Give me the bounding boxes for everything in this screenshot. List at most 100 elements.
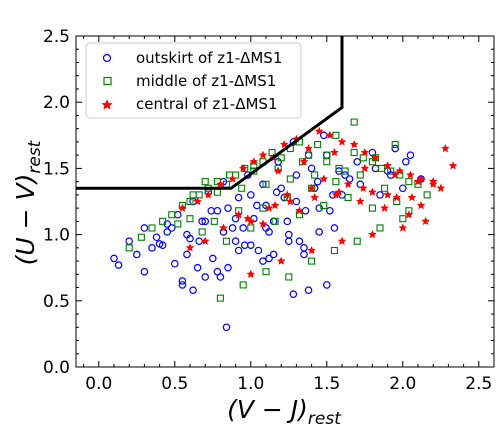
data-point — [353, 237, 361, 245]
data-point — [228, 174, 238, 183]
data-point — [284, 230, 293, 239]
data-point — [247, 224, 255, 232]
data-point — [254, 246, 263, 255]
data-point — [387, 167, 395, 175]
data-point — [140, 267, 149, 276]
legend-label-central: central of z1-ΔMS1 — [136, 95, 277, 113]
data-point — [200, 236, 210, 246]
data-point — [258, 219, 268, 228]
data-point — [310, 192, 320, 202]
data-point — [259, 204, 267, 212]
data-point — [320, 201, 328, 210]
data-point — [195, 191, 203, 199]
axis-ticks: 0.0 0.5 1.0 1.5 2.0 2.5 0.0 0.5 1.0 1.5 2.0 2.5 — [43, 27, 495, 394]
data-point — [201, 273, 210, 281]
data-point — [304, 151, 313, 159]
data-point — [341, 171, 349, 179]
data-point — [282, 190, 292, 199]
data-point — [238, 184, 246, 192]
data-point — [234, 193, 243, 202]
data-point — [292, 171, 301, 179]
data-point — [174, 210, 182, 219]
data-point — [413, 176, 423, 186]
data-point — [209, 254, 217, 263]
data-point — [395, 166, 405, 175]
data-point — [307, 183, 317, 193]
data-point — [330, 224, 339, 232]
data-point — [253, 201, 261, 210]
x-axis-label-sub: rest — [308, 409, 342, 429]
data-point — [183, 250, 191, 259]
data-point — [222, 237, 231, 245]
series-2 — [177, 126, 458, 279]
data-point — [171, 259, 179, 268]
data-point — [371, 164, 380, 173]
data-point — [240, 241, 249, 249]
data-point — [335, 164, 343, 172]
data-point — [304, 143, 314, 153]
data-point — [311, 171, 319, 179]
legend-box — [85, 42, 302, 119]
data-point — [186, 215, 194, 223]
data-point — [376, 224, 384, 232]
data-point — [330, 246, 338, 255]
data-point — [271, 217, 279, 225]
data-point — [329, 147, 339, 157]
data-point — [405, 170, 415, 179]
data-point — [152, 233, 161, 242]
legend-label-middle: middle of z1-ΔMS1 — [136, 72, 276, 90]
data-point — [360, 163, 370, 173]
x-tick-label: 2.5 — [465, 374, 492, 394]
legend-marker-middle — [103, 76, 112, 86]
data-point — [307, 164, 316, 173]
data-point — [277, 154, 285, 162]
data-point — [367, 187, 377, 197]
data-point — [323, 158, 331, 166]
data-point — [360, 147, 370, 157]
y-tick-label: 0.0 — [43, 358, 70, 378]
data-point — [265, 254, 273, 263]
data-point — [404, 210, 414, 219]
data-point — [399, 215, 407, 223]
data-point — [243, 214, 253, 223]
data-point — [295, 237, 304, 246]
data-point — [349, 139, 359, 149]
data-point — [284, 237, 293, 246]
data-point — [286, 175, 294, 183]
data-point — [178, 277, 187, 285]
data-point — [140, 224, 149, 232]
data-point — [405, 178, 413, 186]
data-point — [289, 290, 298, 298]
data-point — [168, 211, 176, 219]
data-point — [272, 188, 281, 197]
data-point — [350, 118, 358, 126]
data-point — [428, 179, 438, 189]
data-point — [133, 250, 141, 259]
data-point — [177, 203, 187, 212]
legend: outskirt of z1-ΔMS1 middle of z1-ΔMS1 ce… — [85, 42, 302, 119]
data-point — [216, 294, 224, 302]
data-point — [224, 204, 232, 212]
data-point — [249, 157, 259, 166]
data-point — [314, 141, 322, 149]
data-point — [345, 175, 354, 183]
data-point — [270, 200, 280, 210]
data-point — [193, 263, 202, 272]
legend-label-outskirt: outskirt of z1-ΔMS1 — [136, 49, 282, 67]
data-point — [234, 246, 243, 255]
y-axis-label: (U − V)rest — [11, 139, 45, 265]
data-point — [308, 257, 316, 265]
data-point — [224, 263, 232, 272]
data-point — [110, 254, 118, 263]
data-point — [416, 200, 426, 210]
data-point — [337, 137, 347, 146]
data-point — [392, 192, 402, 202]
data-point — [174, 220, 182, 228]
data-point — [125, 237, 134, 246]
data-point — [314, 126, 324, 136]
y-tick-label: 0.5 — [43, 292, 70, 312]
data-point — [114, 261, 123, 269]
data-point — [268, 148, 276, 157]
data-point — [163, 228, 172, 236]
